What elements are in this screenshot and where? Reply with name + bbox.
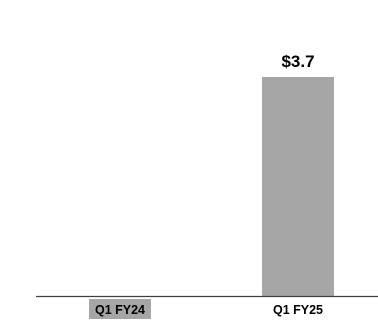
data-label-q1-fy25: $3.7: [281, 52, 314, 71]
x-tick-label-q1-fy25: Q1 FY25: [273, 303, 323, 317]
tick-highlight-q1-fy24: [89, 299, 151, 319]
x-tick-label-q1-fy24: Q1 FY24: [95, 303, 145, 317]
bars-group: [262, 77, 334, 296]
labels-group: Q1 FY24 $3.7 Q1 FY25: [89, 52, 323, 319]
bar-q1-fy25: [262, 77, 334, 296]
